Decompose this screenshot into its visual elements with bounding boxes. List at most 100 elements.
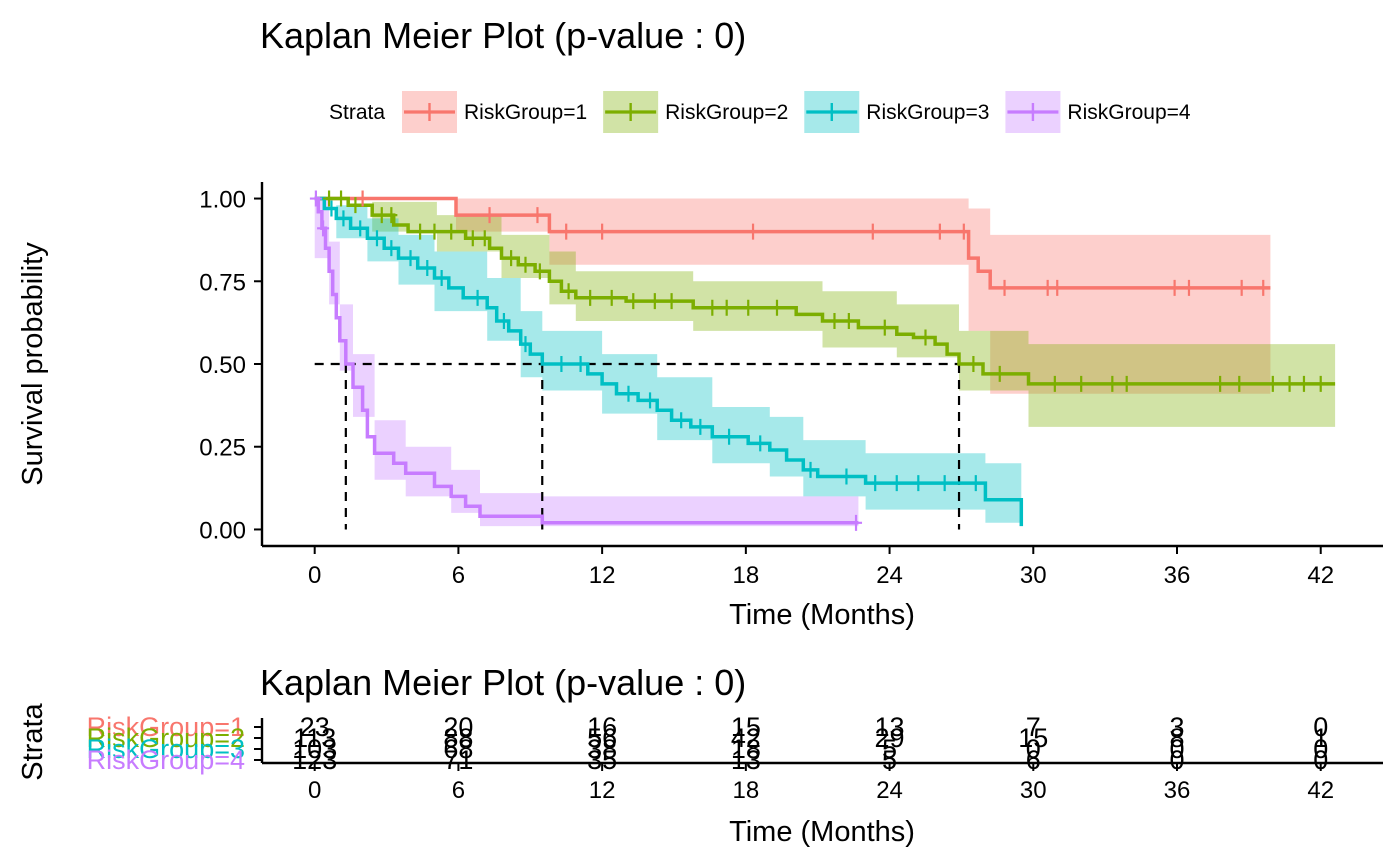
censor-mark-riskgroup-3 bbox=[497, 312, 510, 329]
censor-mark-riskgroup-3 bbox=[519, 336, 532, 353]
main-x-axis-title: Time (Months) bbox=[729, 599, 915, 631]
risk-count-riskgroup-1: 3 bbox=[1169, 712, 1184, 742]
risk-count-riskgroup-4: 0 bbox=[1313, 745, 1328, 775]
risk-count-riskgroup-2: 42 bbox=[731, 723, 761, 753]
main-y-tick-label: 0.25 bbox=[199, 435, 246, 462]
censor-mark-riskgroup-2 bbox=[428, 223, 441, 240]
main-y-axis-title: Survival probability bbox=[17, 242, 49, 486]
risk-count-riskgroup-1: 13 bbox=[875, 712, 905, 742]
censor-mark-riskgroup-1 bbox=[747, 223, 760, 240]
censor-mark-riskgroup-3 bbox=[471, 289, 484, 306]
risk-row-label-riskgroup-3: RiskGroup=3 bbox=[87, 734, 245, 764]
survival-plot: 0 6 12 18 24 30 36 42 0.00 0.25 0.50 0.75 1.00 bbox=[199, 182, 1383, 589]
risk-x-axis-title: Time (Months) bbox=[729, 816, 915, 848]
censor-mark-riskgroup-2 bbox=[445, 223, 458, 240]
censor-mark-riskgroup-2 bbox=[967, 356, 980, 372]
risk-count-riskgroup-3: 0 bbox=[1026, 734, 1041, 764]
risk-row-label-riskgroup-2: RiskGroup=2 bbox=[87, 723, 245, 753]
censor-mark-riskgroup-2 bbox=[993, 365, 1006, 382]
legend-item-riskgroup-2: RiskGroup=2 bbox=[603, 91, 788, 133]
censor-mark-riskgroup-2 bbox=[505, 250, 518, 267]
censor-mark-riskgroup-3 bbox=[354, 220, 367, 237]
censor-mark-riskgroup-3 bbox=[404, 250, 417, 267]
censor-mark-riskgroup-3 bbox=[890, 475, 903, 492]
risk-x-tick-label: 0 bbox=[308, 777, 321, 804]
risk-count-riskgroup-3: 0 bbox=[1169, 734, 1184, 764]
censor-mark-riskgroup-1 bbox=[356, 190, 369, 207]
survival-curve-riskgroup-4 bbox=[314, 196, 859, 525]
censor-mark-riskgroup-3 bbox=[723, 428, 736, 445]
risk-count-riskgroup-2: 15 bbox=[1018, 723, 1048, 753]
censor-mark-riskgroup-3 bbox=[804, 461, 817, 478]
risk-count-riskgroup-1: 16 bbox=[587, 712, 617, 742]
censor-mark-riskgroup-3 bbox=[912, 475, 925, 492]
censor-mark-riskgroup-2 bbox=[323, 190, 336, 207]
risk-table-title: Kaplan Meier Plot (p-value : 0) bbox=[260, 662, 746, 703]
censor-mark-riskgroup-1 bbox=[933, 223, 946, 240]
risk-x-tick-label: 24 bbox=[876, 777, 903, 804]
censor-mark-riskgroup-2 bbox=[742, 299, 755, 316]
censor-mark-riskgroup-2 bbox=[562, 283, 575, 300]
main-y-tick-label: 1.00 bbox=[199, 187, 246, 214]
risk-x-tick-label: 6 bbox=[452, 777, 465, 804]
censor-mark-riskgroup-1 bbox=[1257, 279, 1270, 296]
main-plot-title: Kaplan Meier Plot (p-value : 0) bbox=[260, 15, 746, 56]
legend-label: RiskGroup=4 bbox=[1067, 101, 1190, 124]
censor-mark-riskgroup-1 bbox=[1168, 279, 1181, 296]
censor-mark-riskgroup-2 bbox=[648, 293, 661, 310]
main-x-tick-label: 24 bbox=[876, 562, 903, 589]
risk-count-riskgroup-2: 56 bbox=[587, 723, 617, 753]
censor-mark-riskgroup-4 bbox=[317, 220, 330, 237]
risk-count-riskgroup-3: 103 bbox=[292, 734, 337, 764]
censor-mark-riskgroup-1 bbox=[596, 223, 609, 240]
censor-mark-riskgroup-3 bbox=[337, 210, 350, 227]
legend-item-riskgroup-3: RiskGroup=3 bbox=[804, 91, 989, 133]
risk-count-riskgroup-3: 38 bbox=[587, 734, 617, 764]
risk-x-tick-label: 42 bbox=[1307, 777, 1334, 804]
censor-mark-riskgroup-2 bbox=[878, 319, 891, 336]
censor-mark-riskgroup-1 bbox=[957, 223, 970, 240]
censor-mark-riskgroup-3 bbox=[869, 475, 882, 492]
legend-label: RiskGroup=1 bbox=[464, 101, 587, 124]
main-x-tick-label: 42 bbox=[1307, 562, 1334, 589]
censor-mark-riskgroup-2 bbox=[466, 230, 479, 247]
censor-mark-riskgroup-3 bbox=[325, 200, 338, 217]
censor-mark-riskgroup-1 bbox=[1051, 279, 1064, 296]
risk-count-riskgroup-2: 29 bbox=[875, 723, 905, 753]
legend-label: RiskGroup=2 bbox=[665, 101, 788, 124]
risk-y-axis-title: Strata bbox=[17, 702, 49, 780]
main-x-tick-label: 30 bbox=[1020, 562, 1047, 589]
censor-mark-riskgroup-2 bbox=[533, 263, 546, 280]
censor-mark-riskgroup-2 bbox=[770, 299, 783, 316]
censor-mark-riskgroup-1 bbox=[866, 223, 879, 240]
risk-table: RiskGroup=1RiskGroup=2RiskGroup=3RiskGro… bbox=[87, 712, 1383, 804]
legend-item-riskgroup-4: RiskGroup=4 bbox=[1005, 91, 1191, 133]
main-y-tick-label: 0.50 bbox=[199, 352, 246, 379]
risk-count-riskgroup-2: 113 bbox=[293, 723, 336, 753]
risk-count-riskgroup-2: 88 bbox=[443, 723, 473, 753]
main-x-tick-label: 0 bbox=[308, 562, 321, 589]
risk-x-tick-label: 12 bbox=[589, 777, 616, 804]
censor-mark-riskgroup-3 bbox=[938, 475, 951, 492]
risk-count-riskgroup-2: 8 bbox=[1169, 723, 1184, 753]
confidence-band-riskgroup-2 bbox=[314, 198, 1336, 427]
censor-mark-riskgroup-3 bbox=[574, 356, 587, 372]
censor-mark-riskgroup-1 bbox=[483, 207, 496, 224]
censor-mark-riskgroup-3 bbox=[555, 356, 568, 372]
censor-mark-riskgroup-2 bbox=[385, 207, 398, 224]
censor-mark-riskgroup-3 bbox=[675, 412, 688, 429]
censor-mark-riskgroup-2 bbox=[1314, 375, 1327, 392]
risk-count-riskgroup-3: 68 bbox=[443, 734, 473, 764]
risk-count-riskgroup-2: 1 bbox=[1313, 723, 1328, 753]
censor-mark-riskgroup-4 bbox=[309, 190, 322, 207]
censor-mark-riskgroup-3 bbox=[969, 475, 982, 492]
censor-mark-riskgroup-2 bbox=[842, 312, 855, 329]
censor-mark-riskgroup-1 bbox=[1235, 279, 1248, 296]
censor-mark-riskgroup-2 bbox=[584, 289, 597, 306]
risk-row-label-riskgroup-4: RiskGroup=4 bbox=[87, 745, 245, 775]
main-y-tick-label: 0.00 bbox=[199, 517, 246, 544]
censor-mark-riskgroup-2 bbox=[1266, 375, 1279, 392]
censor-mark-riskgroup-2 bbox=[349, 197, 362, 214]
main-x-tick-label: 36 bbox=[1164, 562, 1191, 589]
risk-count-riskgroup-3: 18 bbox=[731, 734, 761, 764]
